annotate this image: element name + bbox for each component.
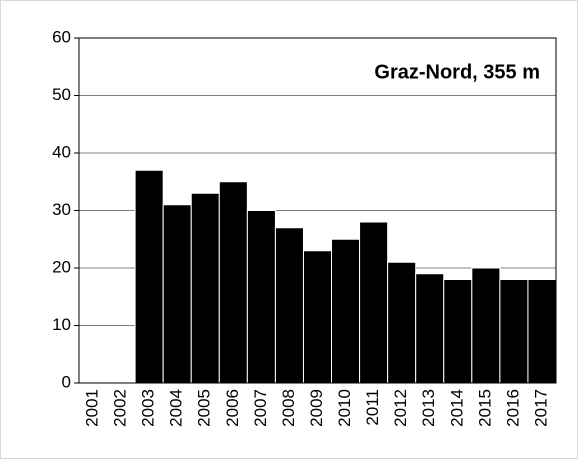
x-tick-label: 2009 [307, 389, 326, 427]
bar [415, 273, 445, 384]
chart-title: Graz-Nord, 355 m [374, 61, 540, 83]
x-tick-label: 2015 [475, 389, 494, 427]
y-tick-label: 30 [52, 200, 71, 219]
x-tick-label: 2013 [419, 389, 438, 427]
y-tick-label: 20 [52, 257, 71, 276]
bar [443, 279, 473, 384]
x-tick-label: 2005 [195, 389, 214, 427]
y-tick-label: 40 [52, 142, 71, 161]
x-tick-label: 2002 [111, 389, 130, 427]
bar [134, 169, 164, 384]
bar [359, 221, 389, 384]
x-tick-label: 2010 [335, 389, 354, 427]
y-tick-label: 60 [52, 27, 71, 46]
x-tick-label: 2012 [391, 389, 410, 427]
x-tick-label: 2003 [139, 389, 158, 427]
bar [162, 204, 192, 384]
bar [302, 250, 333, 384]
bar [471, 267, 501, 384]
bar [246, 210, 276, 384]
x-tick-label: 2006 [223, 389, 242, 427]
x-tick-label: 2008 [279, 389, 298, 427]
plot-border [78, 37, 557, 384]
y-tick-label: 0 [62, 372, 71, 391]
bar [527, 279, 557, 384]
x-tick-label: 2017 [531, 389, 550, 427]
x-tick-label: 2011 [363, 389, 382, 426]
x-tick-label: 2016 [503, 389, 522, 427]
x-tick-label: 2001 [83, 389, 102, 427]
x-tick-label: 2007 [251, 389, 270, 427]
y-tick-label: 50 [52, 85, 71, 104]
x-tick-label: 2004 [167, 389, 186, 427]
x-tick-label: 2014 [447, 389, 466, 427]
bar [499, 279, 529, 384]
bar [331, 238, 361, 384]
bar [190, 192, 220, 384]
y-tick-label: 10 [52, 315, 71, 334]
bar [274, 227, 304, 384]
bar [387, 261, 417, 384]
bar [218, 181, 248, 384]
